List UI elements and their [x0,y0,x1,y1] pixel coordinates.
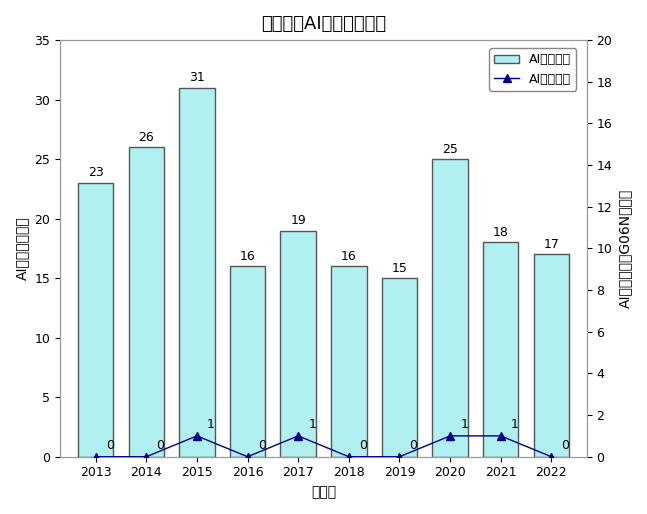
Text: 31: 31 [189,71,204,84]
Text: 16: 16 [341,250,356,263]
Text: 19: 19 [291,214,306,227]
Bar [230,266,265,457]
Text: 1: 1 [511,418,519,431]
Bar [483,243,518,457]
Text: 0: 0 [410,438,417,451]
AIコア発明 [446,433,454,439]
AIコア発明 [547,454,555,460]
AIコア発明 [244,454,252,460]
Text: 16: 16 [239,250,256,263]
Bar [432,159,468,457]
Bar [78,183,113,457]
AIコア発明 [294,433,302,439]
Text: 1: 1 [207,418,215,431]
Bar [382,278,417,457]
Legend: AI関連発明, AIコア発明: AI関連発明, AIコア発明 [489,48,576,90]
Text: 1: 1 [460,418,468,431]
Y-axis label: AI関連発明／件: AI関連発明／件 [15,216,29,280]
AIコア発明 [193,433,201,439]
Bar [179,88,215,457]
Text: 1: 1 [309,418,316,431]
Y-axis label: AIコア発明（G06N）／件: AIコア発明（G06N）／件 [618,189,632,308]
Line: AIコア発明: AIコア発明 [91,432,556,461]
AIコア発明 [497,433,505,439]
Bar [534,254,569,457]
Text: 17: 17 [543,238,560,251]
Bar [331,266,367,457]
Text: 18: 18 [493,226,509,239]
Bar [280,231,316,457]
Text: 0: 0 [105,438,114,451]
AIコア発明 [142,454,150,460]
Text: 23: 23 [88,167,104,179]
Text: 0: 0 [359,438,367,451]
AIコア発明 [395,454,403,460]
Bar [129,147,164,457]
AIコア発明 [345,454,353,460]
Text: 0: 0 [157,438,164,451]
Text: 26: 26 [138,131,154,144]
Text: 15: 15 [391,262,408,274]
Title: 秋田県のAI関連特許出願: 秋田県のAI関連特許出願 [261,15,386,33]
Text: 25: 25 [442,142,458,156]
Text: 0: 0 [562,438,569,451]
Text: 0: 0 [258,438,266,451]
AIコア発明 [92,454,100,460]
X-axis label: 出願年: 出願年 [311,485,336,499]
